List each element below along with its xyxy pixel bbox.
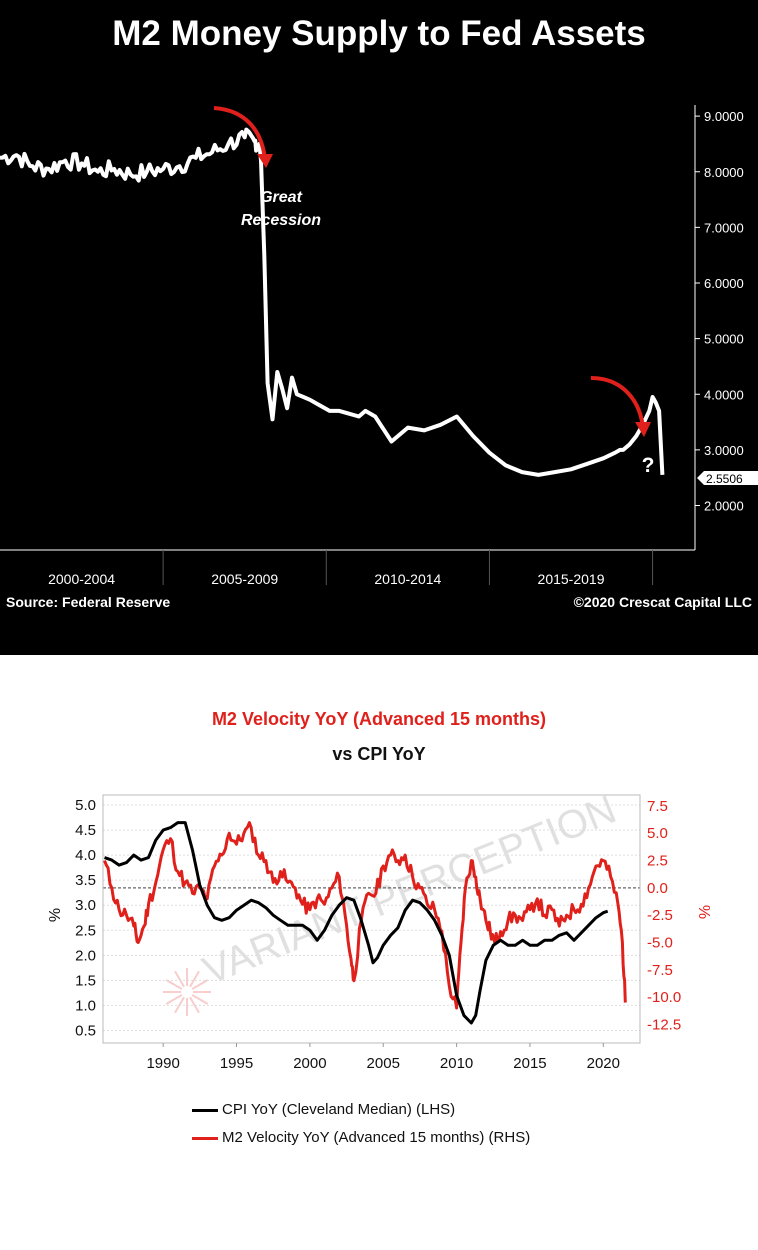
top-x-tick-label: 2010-2014 [374,571,441,587]
left-tick-label: 3.0 [75,897,96,914]
legend-cpi-swatch [192,1108,218,1112]
right-tick-label: -10.0 [647,989,681,1006]
left-tick-label: 2.5 [75,922,96,939]
great-recession-arrowhead [257,154,273,168]
left-tick-label: 1.5 [75,972,96,989]
source-label: Source: Federal Reserve [6,594,171,610]
right-tick-label: 5.0 [647,825,668,842]
top-x-tick-label: 2015-2019 [538,571,605,587]
top-y-tick-label: 8.0000 [704,165,744,180]
top-y-tick-label: 6.0000 [704,276,744,291]
legend-m2: M2 Velocity YoY (Advanced 15 months) (RH… [192,1129,530,1146]
annotation-question: ? [642,454,655,477]
left-tick-label: 3.5 [75,872,96,889]
left-tick-label: 4.0 [75,847,96,864]
annotation-recession: Recession [241,212,321,229]
right-tick-label: -12.5 [647,1016,681,1033]
x-tick-label: 2005 [367,1055,400,1072]
right-tick-label: 2.5 [647,853,668,870]
x-tick-label: 1995 [220,1055,253,1072]
watermark-logo-icon [163,968,211,1016]
x-tick-label: 2000 [293,1055,326,1072]
left-tick-label: 4.5 [75,822,96,839]
great-recession-arrow [213,106,267,161]
legend-m2-swatch [192,1136,218,1140]
top-series-line [0,127,665,477]
right-tick-label: 7.5 [647,798,668,815]
covid-arrow [590,376,645,429]
annotation-great: Great [260,189,302,206]
bottom-chart-title-line2: vs CPI YoY [332,744,426,764]
right-tick-label: -5.0 [647,934,673,951]
right-tick-label: -7.5 [647,962,673,979]
right-tick-label: 0.0 [647,880,668,897]
left-tick-label: 2.0 [75,947,96,964]
left-tick-label: 0.5 [75,1022,96,1039]
last-value-label: 2.5506 [706,472,743,486]
svg-text:VARIANT PERCEPTION: VARIANT PERCEPTION [197,787,622,993]
watermark: VARIANT PERCEPTION [163,787,622,1016]
top-x-tick-label: 2005-2009 [211,571,278,587]
x-tick-label: 2020 [587,1055,620,1072]
top-y-tick-label: 7.0000 [704,220,744,235]
top-chart-title: M2 Money Supply to Fed Assets [112,14,646,53]
right-tick-label: -2.5 [647,907,673,924]
top-y-tick-label: 5.0000 [704,332,744,347]
top-y-tick-label: 3.0000 [704,443,744,458]
left-axis-label: % [47,908,64,922]
x-tick-label: 2010 [440,1055,473,1072]
left-tick-label: 5.0 [75,797,96,814]
x-tick-label: 1990 [146,1055,179,1072]
top-y-tick-label: 2.0000 [704,499,744,514]
right-axis-label: % [695,905,712,919]
m2-velocity-series-line [103,821,627,1010]
copyright-label: ©2020 Crescat Capital LLC [573,594,752,610]
covid-arrowhead [635,422,651,437]
cpi-series-line [104,821,609,1025]
bottom-chart-title-line1: M2 Velocity YoY (Advanced 15 months) [211,709,547,729]
last-value-marker [697,471,758,485]
top-x-tick-label: 2000-2004 [48,571,115,587]
top-chart-plot: 9.0000 8.0000 7.0000 6.0000 5.0000 4.0000 3.00… [0,105,758,587]
top-chart-panel: M2 Money Supply to Fed Assets 9.0000 8.00… [0,0,758,655]
top-y-tick-label: 9.0000 [704,109,744,124]
top-y-tick-label: 4.0000 [704,387,744,402]
legend-m2-label: M2 Velocity YoY (Advanced 15 months) (RH… [222,1129,531,1146]
bottom-chart-plot: VARIANT PERCEPTION 5.0 4.5 4.0 3.5 3.0 2.5 2.0… [47,787,712,1072]
legend-cpi-label: CPI YoY (Cleveland Median) (LHS) [222,1101,456,1118]
legend-cpi: CPI YoY (Cleveland Median) (LHS) [192,1101,455,1118]
x-tick-label: 2015 [513,1055,546,1072]
plot-frame [102,794,641,1044]
left-tick-label: 1.0 [75,997,96,1014]
